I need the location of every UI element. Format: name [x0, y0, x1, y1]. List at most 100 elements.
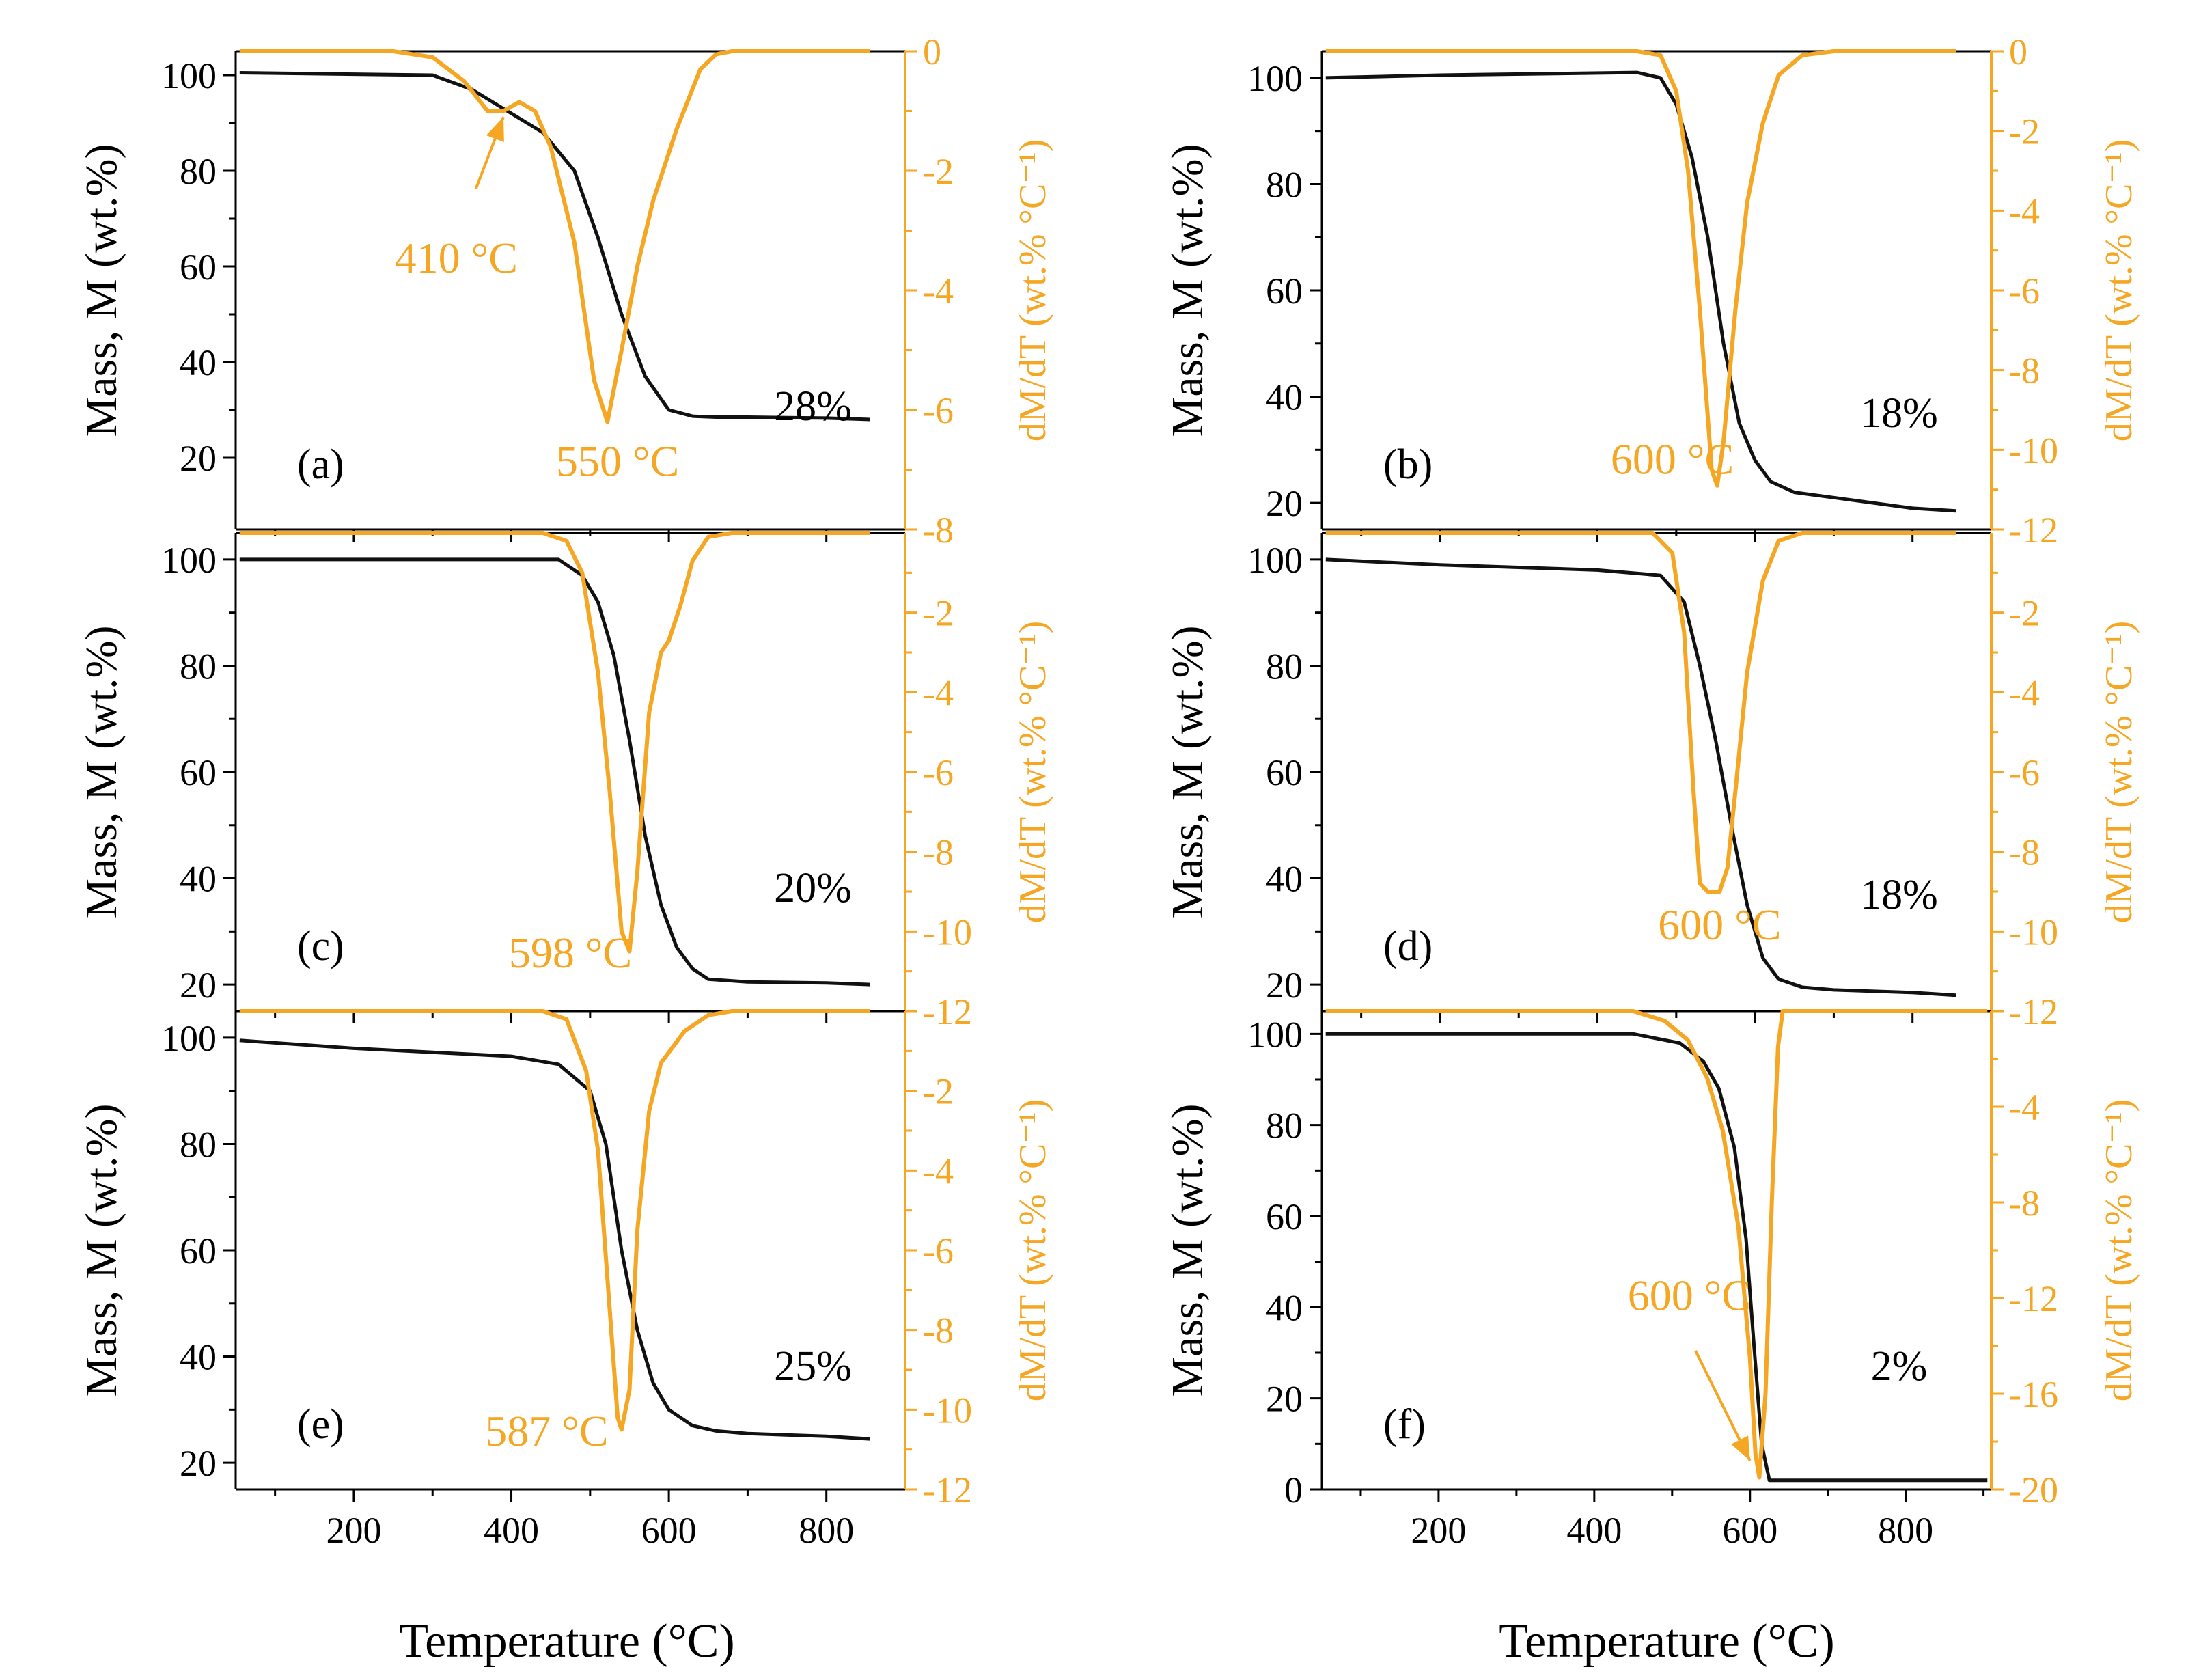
panel-e: 20 40 60 80 100 -2 -4 -6 -8 -10 -12 200 400 600 800 Mas…: [77, 1009, 1054, 1551]
left-tick-label: 20: [180, 1443, 217, 1484]
residue-label: 25%: [774, 1343, 852, 1390]
x-axis-label-right: Temperature (°C): [1499, 1615, 1834, 1668]
left-tick-label: 80: [1266, 1105, 1303, 1146]
mass-curve: [1325, 70, 1956, 513]
x-axis-label-left: Temperature (°C): [399, 1615, 734, 1668]
residue-label: 18%: [1860, 390, 1938, 437]
right-tick-label: -8: [2009, 1183, 2040, 1224]
left-tick-label: 80: [1266, 164, 1303, 205]
right-tick-label: -10: [923, 1390, 972, 1431]
derivative-curve: [239, 531, 870, 954]
derivative-curve: [1325, 49, 1956, 488]
left-axis-title: Mass, M (wt.%): [1163, 626, 1213, 919]
right-tick-label: -4: [2009, 1087, 2040, 1128]
peak-temperature-label: 410 °C: [395, 234, 518, 282]
right-tick-label: -4: [2009, 672, 2040, 713]
panel-label: (d): [1383, 923, 1432, 969]
panel-label: (a): [297, 441, 344, 488]
peak-temperature-label: 600 °C: [1658, 900, 1781, 949]
left-tick-label: 20: [180, 438, 217, 479]
residue-label: 18%: [1860, 872, 1938, 918]
left-tick-label: 40: [180, 1337, 217, 1378]
right-tick-label: -8: [923, 510, 954, 551]
peak-temperature-label: 600 °C: [1611, 435, 1734, 483]
arrow-head: [1731, 1435, 1750, 1461]
right-tick-label: -6: [2009, 271, 2040, 312]
mass-curve: [239, 557, 870, 987]
left-tick-label: 100: [161, 540, 217, 581]
left-tick-label: 40: [180, 859, 217, 900]
right-tick-label: -2: [2009, 111, 2040, 152]
right-tick-label: -6: [923, 752, 954, 793]
left-tick-label: 100: [1247, 540, 1303, 581]
right-tick-label: -12: [2009, 1278, 2058, 1319]
left-tick-label: 60: [1266, 1196, 1303, 1237]
right-tick-label: -10: [2009, 911, 2058, 952]
panel-c: 20 40 60 80 100 -2 -4 -6 -8 -10 -12 Mass, M (wt.%) d…: [77, 531, 1054, 1032]
right-tick-label: -4: [2009, 191, 2040, 232]
panel-label: (b): [1383, 441, 1432, 488]
right-tick-label: -6: [2009, 752, 2040, 793]
right-tick-label: -20: [2009, 1470, 2058, 1511]
right-tick-label: -8: [923, 1310, 954, 1351]
left-tick-label: 40: [180, 342, 217, 383]
mass-curve: [239, 1038, 870, 1441]
right-tick-label: 0: [2009, 31, 2027, 72]
right-axis-title: dM/dT (wt.% °C⁻¹): [2098, 621, 2140, 924]
left-tick-label: 100: [1247, 1014, 1303, 1055]
peak-temperature-label: 550 °C: [556, 437, 679, 485]
panel-label: (f): [1383, 1401, 1426, 1448]
left-tick-label: 40: [1266, 377, 1303, 418]
left-tick-label: 60: [180, 247, 217, 288]
left-axis-title: Mass, M (wt.%): [77, 626, 126, 919]
right-tick-label: 0: [923, 31, 941, 72]
right-axis-title: dM/dT (wt.% °C⁻¹): [1012, 621, 1054, 924]
right-tick-label: -2: [923, 151, 954, 192]
right-tick-label: -4: [923, 1151, 954, 1192]
right-tick-label: -10: [2009, 430, 2058, 471]
right-tick-label: -4: [923, 672, 954, 713]
left-axis-title: Mass, M (wt.%): [77, 1104, 126, 1397]
left-tick-label: 20: [1266, 483, 1303, 524]
left-tick-label: 80: [1266, 646, 1303, 687]
derivative-curve: [239, 1009, 870, 1432]
right-axis-title: dM/dT (wt.% °C⁻¹): [1012, 1099, 1054, 1402]
left-tick-label: 80: [180, 1124, 217, 1165]
right-axis-title: dM/dT (wt.% °C⁻¹): [2098, 1099, 2140, 1402]
left-tick-label: 0: [1284, 1470, 1303, 1511]
x-tick-label: 200: [326, 1510, 381, 1551]
panel-label: (c): [297, 923, 344, 969]
panel-label: (e): [297, 1401, 344, 1448]
mass-curve: [239, 71, 870, 422]
left-tick-label: 20: [180, 965, 217, 1006]
derivative-curve: [239, 49, 870, 424]
right-tick-label: -8: [2009, 350, 2040, 391]
x-tick-label: 600: [1722, 1510, 1777, 1551]
arrow-head: [486, 117, 504, 143]
panels: 20 40 60 80 100 0 -2 -4 -6 -8 Mass, M (wt.%) dM/dT …: [77, 31, 2140, 1551]
left-tick-label: 60: [180, 1230, 217, 1271]
derivative-curve: [1325, 1009, 1988, 1480]
left-axis-title: Mass, M (wt.%): [1163, 144, 1213, 437]
left-axis-title: Mass, M (wt.%): [77, 144, 126, 437]
x-tick-label: 400: [484, 1510, 539, 1551]
left-tick-label: 100: [1247, 58, 1303, 99]
right-tick-label: -2: [923, 1071, 954, 1112]
right-tick-label: -6: [923, 390, 954, 431]
left-axis-title: Mass, M (wt.%): [1163, 1104, 1213, 1397]
right-tick-label: -8: [923, 832, 954, 873]
residue-label: 28%: [774, 383, 852, 430]
residue-label: 20%: [774, 865, 852, 911]
x-tick-label: 400: [1566, 1510, 1622, 1551]
peak-temperature-label: 600 °C: [1628, 1271, 1751, 1320]
x-tick-label: 200: [1411, 1510, 1466, 1551]
right-tick-label: -6: [923, 1230, 954, 1271]
left-tick-label: 40: [1266, 1287, 1303, 1328]
panel-a: 20 40 60 80 100 0 -2 -4 -6 -8 Mass, M (wt.%) dM/dT …: [77, 31, 1054, 551]
right-axis-title: dM/dT (wt.% °C⁻¹): [1012, 139, 1054, 442]
right-tick-label: -16: [2009, 1374, 2058, 1415]
right-tick-label: -4: [923, 271, 954, 312]
right-tick-label: -2: [2009, 593, 2040, 634]
x-tick-label: 800: [1878, 1510, 1933, 1551]
right-tick-label: -2: [923, 593, 954, 634]
